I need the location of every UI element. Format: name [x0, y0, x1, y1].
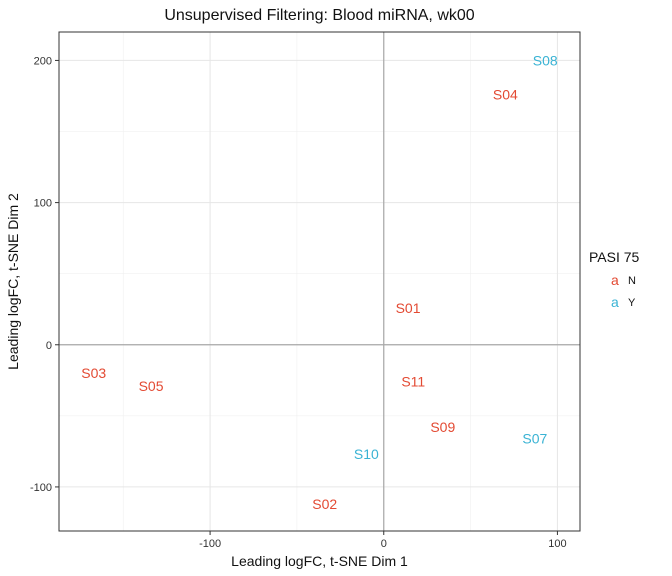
- point-label-s02: S02: [312, 496, 337, 512]
- point-label-s10: S10: [354, 446, 379, 462]
- x-tick-label: 0: [381, 538, 387, 550]
- legend-key-y: a: [611, 294, 619, 310]
- legend-title: PASI 75: [589, 249, 640, 265]
- plot-panel: [58, 31, 581, 532]
- legend-label-y: Y: [628, 297, 636, 309]
- legend-key-n: a: [611, 272, 619, 288]
- chart-title: Unsupervised Filtering: Blood miRNA, wk0…: [164, 7, 474, 24]
- panel-background: [59, 32, 580, 531]
- point-label-s03: S03: [81, 365, 106, 381]
- legend: PASI 75 a Na Y: [589, 249, 640, 310]
- point-label-s04: S04: [493, 87, 518, 103]
- panel-border: [58, 31, 581, 532]
- y-tick-label: 0: [46, 340, 52, 352]
- y-tick-label: 200: [34, 55, 52, 67]
- y-tick-label: 100: [34, 198, 52, 210]
- x-tick-label: 100: [548, 538, 566, 550]
- point-label-s08: S08: [533, 52, 558, 68]
- point-label-s07: S07: [522, 431, 547, 447]
- y-tick-label: -100: [30, 482, 52, 494]
- point-label-s09: S09: [430, 419, 455, 435]
- point-label-s11: S11: [401, 374, 425, 390]
- x-tick-label: -100: [199, 538, 221, 550]
- point-label-s01: S01: [396, 300, 421, 316]
- point-label-s05: S05: [139, 378, 164, 394]
- x-axis-title: Leading logFC, t-SNE Dim 1: [231, 553, 408, 569]
- y-axis-title: Leading logFC, t-SNE Dim 2: [5, 193, 21, 370]
- legend-label-n: N: [628, 275, 636, 287]
